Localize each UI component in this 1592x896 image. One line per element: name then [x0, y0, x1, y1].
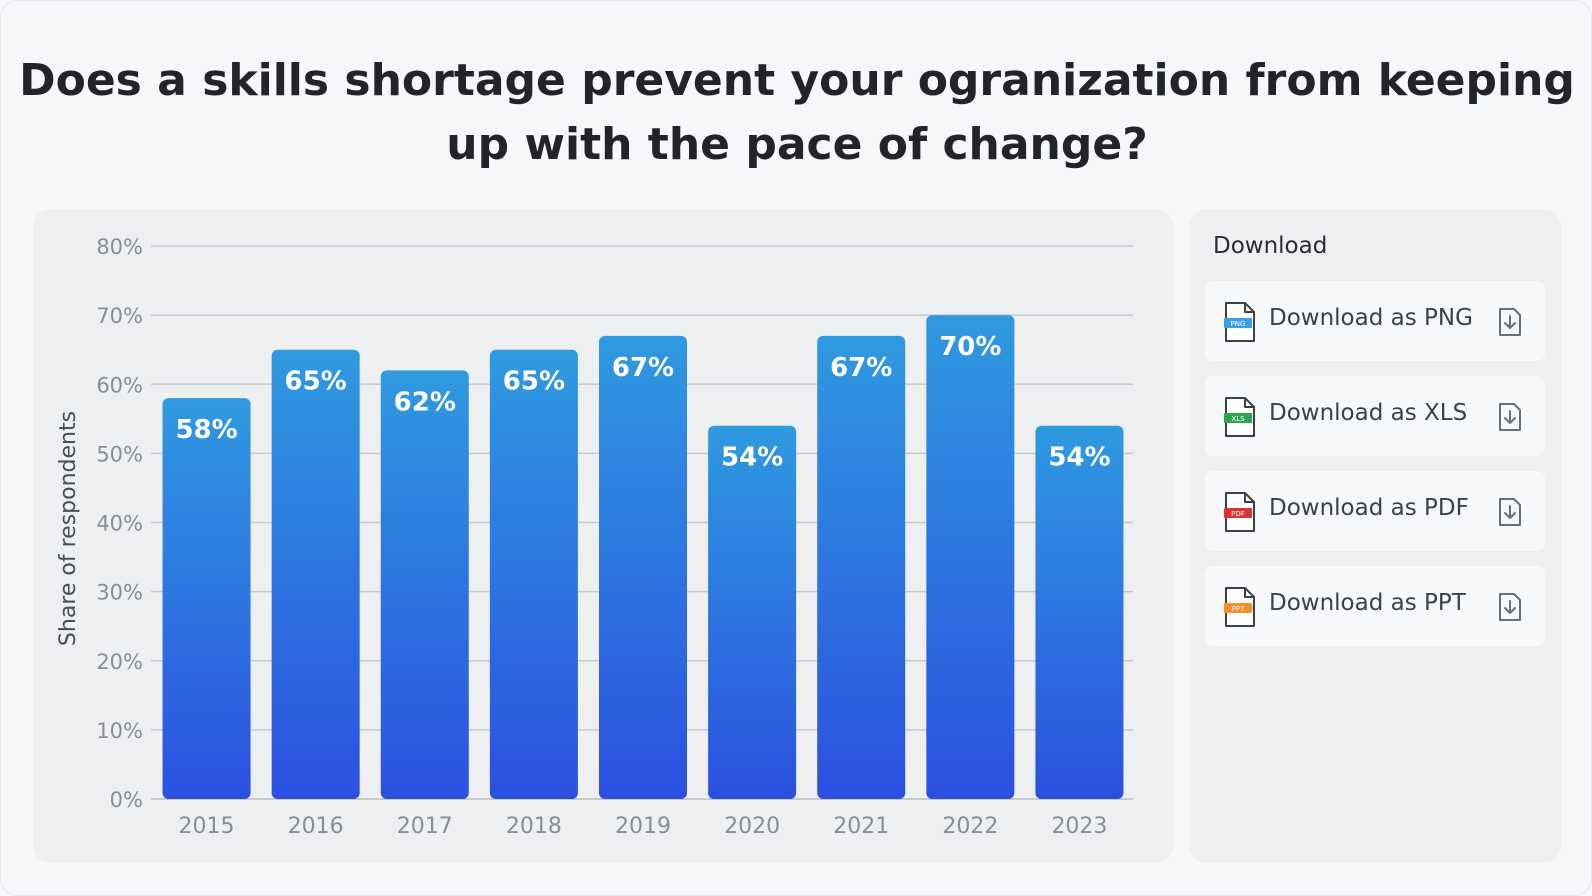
download-arrow-icon — [1499, 593, 1521, 621]
xls-file-icon: XLS — [1224, 397, 1255, 437]
y-tick-label: 80% — [96, 235, 143, 259]
download-arrow-icon — [1499, 403, 1521, 431]
y-tick-label: 30% — [96, 581, 143, 605]
download-png-label: Download as PNG — [1269, 305, 1473, 331]
download-arrow-icon — [1499, 498, 1521, 526]
data-label: 65% — [503, 367, 565, 397]
bar — [1035, 425, 1124, 799]
data-label: 67% — [830, 353, 892, 383]
x-tick-label: 2018 — [506, 814, 562, 839]
download-pdf-button[interactable]: PDF Download as PDF — [1205, 471, 1545, 551]
bar — [162, 398, 251, 799]
y-tick-label: 70% — [96, 304, 143, 328]
y-tick-label: 60% — [96, 373, 143, 397]
bar — [599, 335, 687, 799]
x-tick-label: 2015 — [179, 814, 235, 839]
data-label: 54% — [721, 443, 783, 473]
bar-chart: 0% 10% 20% 30% 40% 50% 60% 70% 80% Share of respo… — [56, 235, 1133, 839]
bar — [380, 370, 469, 799]
bar — [708, 425, 797, 799]
x-tick-label: 2023 — [1051, 814, 1107, 839]
download-panel: Download PNG Download as PNG XLS Downloa… — [1189, 209, 1561, 863]
download-pdf-label: Download as PDF — [1269, 495, 1469, 521]
bar — [271, 349, 360, 799]
bar — [489, 349, 578, 799]
download-ppt-button[interactable]: PPT Download as PPT — [1205, 566, 1545, 646]
x-tick-label: 2022 — [942, 814, 998, 839]
y-tick-label: 40% — [96, 512, 143, 536]
chart-panel: 0% 10% 20% 30% 40% 50% 60% 70% 80% Share of respo… — [33, 209, 1173, 863]
pdf-file-icon: PDF — [1224, 492, 1255, 532]
svg-text:XLS: XLS — [1231, 415, 1245, 423]
download-arrow-icon — [1499, 308, 1521, 336]
data-label: 70% — [939, 332, 1001, 362]
download-ppt-label: Download as PPT — [1269, 590, 1466, 616]
png-file-icon: PNG — [1224, 302, 1255, 342]
y-tick-label: 10% — [96, 719, 143, 743]
ppt-file-icon: PPT — [1224, 587, 1255, 627]
y-tick-label: 20% — [96, 650, 143, 674]
x-tick-label: 2019 — [615, 814, 671, 839]
x-tick-label: 2021 — [833, 814, 889, 839]
svg-text:PNG: PNG — [1231, 320, 1246, 328]
bar — [817, 335, 906, 799]
data-label: 62% — [394, 387, 456, 417]
data-label: 54% — [1048, 443, 1110, 473]
download-xls-button[interactable]: XLS Download as XLS — [1205, 376, 1545, 456]
y-tick-label: 50% — [96, 442, 143, 466]
download-title: Download — [1213, 233, 1328, 259]
data-label: 65% — [285, 367, 347, 397]
download-xls-label: Download as XLS — [1269, 400, 1468, 426]
x-tick-label: 2020 — [724, 814, 780, 839]
y-tick-label: 0% — [110, 788, 143, 812]
bar — [926, 315, 1015, 799]
y-axis-title: Share of respondents — [56, 411, 81, 646]
x-tick-label: 2017 — [397, 814, 453, 839]
chart-title: Does a skills shortage prevent your ogra… — [19, 55, 1575, 170]
download-png-button[interactable]: PNG Download as PNG — [1205, 281, 1545, 361]
svg-text:PDF: PDF — [1231, 510, 1245, 518]
data-label: 67% — [612, 353, 674, 383]
svg-text:PPT: PPT — [1232, 605, 1245, 613]
data-label: 58% — [175, 415, 237, 445]
x-tick-label: 2016 — [288, 814, 344, 839]
